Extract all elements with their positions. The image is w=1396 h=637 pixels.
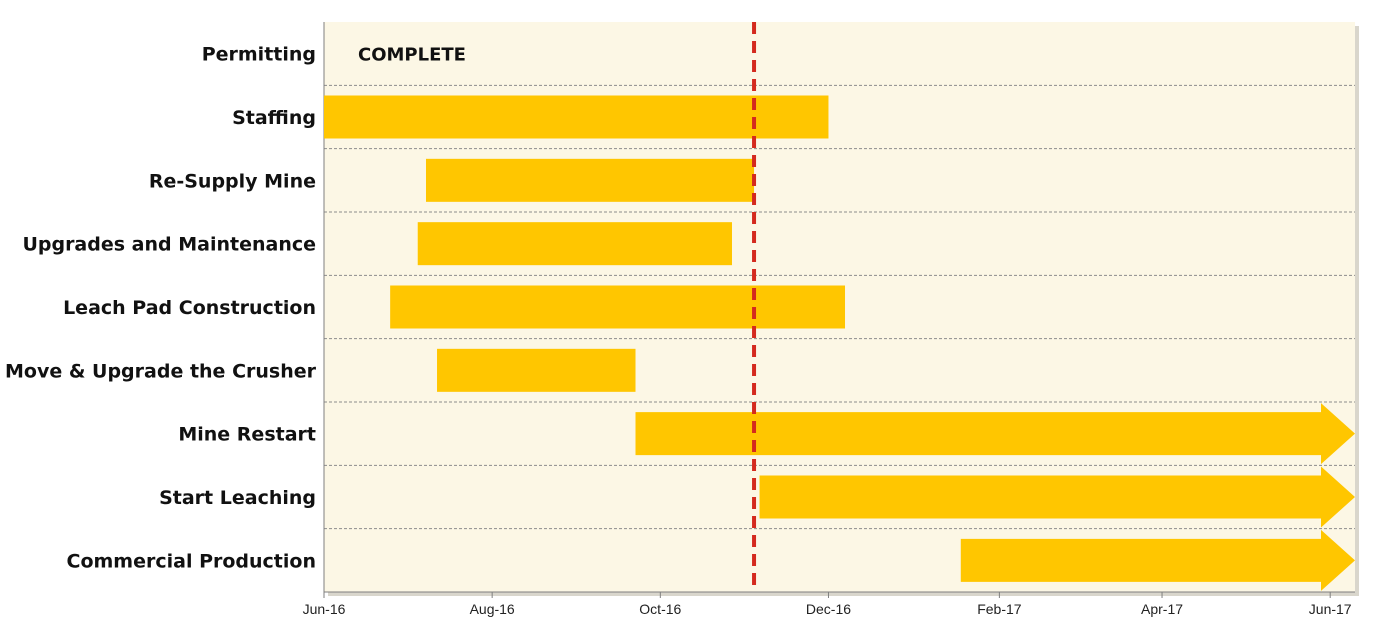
task-bar-arrow bbox=[759, 466, 1355, 528]
task-label: Mine Restart bbox=[178, 424, 316, 446]
task-label: Commercial Production bbox=[67, 550, 317, 572]
x-tick-label: Feb-17 bbox=[977, 601, 1022, 617]
x-tick-label: Jun-17 bbox=[1309, 601, 1352, 617]
task-bar bbox=[437, 348, 636, 392]
task-label: Start Leaching bbox=[159, 487, 316, 509]
task-label: Staffing bbox=[232, 107, 316, 129]
x-tick-label: Oct-16 bbox=[639, 601, 681, 617]
task-bar-arrow bbox=[960, 529, 1355, 591]
task-label: Upgrades and Maintenance bbox=[22, 234, 316, 256]
task-label: Re-Supply Mine bbox=[149, 170, 316, 192]
x-tick-label: Apr-17 bbox=[1141, 601, 1183, 617]
task-bar bbox=[425, 158, 755, 202]
task-label: Move & Upgrade the Crusher bbox=[5, 360, 317, 382]
task-bar bbox=[390, 285, 846, 329]
x-tick-label: Dec-16 bbox=[806, 601, 851, 617]
x-tick-label: Aug-16 bbox=[470, 601, 515, 617]
task-bar bbox=[324, 95, 829, 139]
task-bar bbox=[417, 222, 732, 266]
status-annotation: COMPLETE bbox=[358, 45, 466, 66]
task-label: Permitting bbox=[202, 44, 316, 66]
x-tick-label: Jun-16 bbox=[303, 601, 346, 617]
task-bar-arrow bbox=[635, 403, 1355, 465]
task-label: Leach Pad Construction bbox=[63, 297, 316, 319]
